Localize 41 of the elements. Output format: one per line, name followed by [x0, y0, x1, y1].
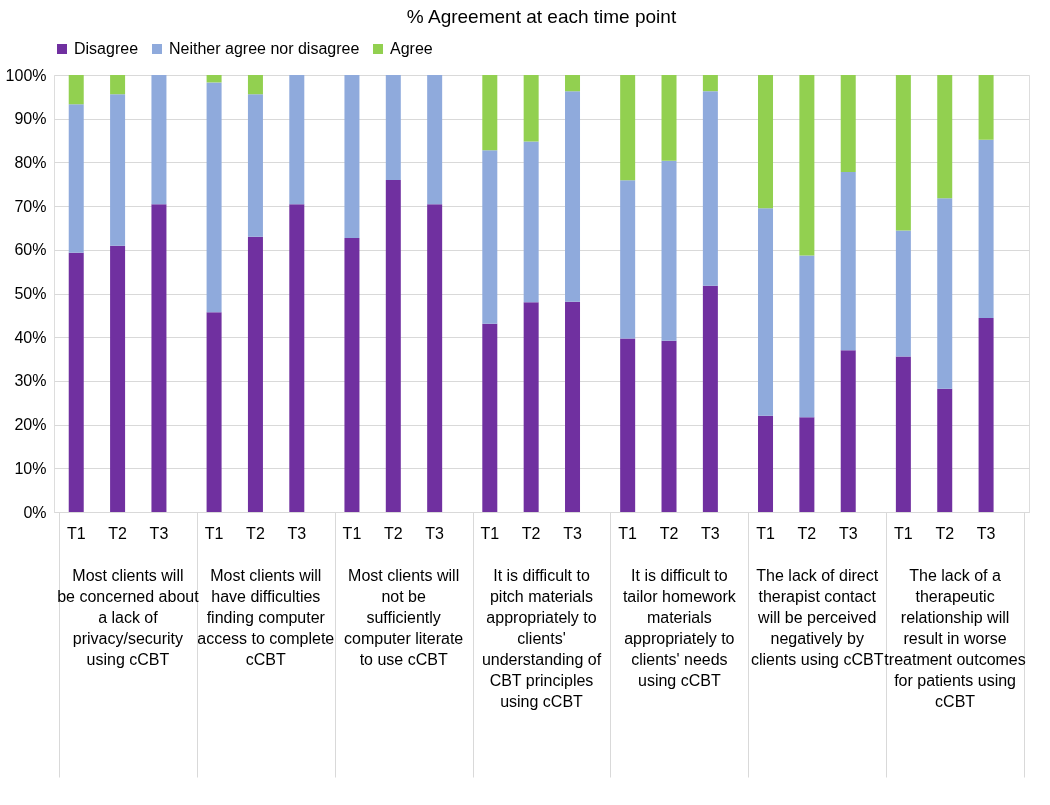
x-tick-label: T3 — [976, 525, 996, 542]
x-tick-label: T2 — [383, 525, 403, 542]
y-tick-label: 20% — [14, 416, 47, 434]
x-tick-label: T2 — [935, 525, 955, 542]
chart-title: % Agreement at each time point — [406, 6, 677, 27]
x-tick-label: T1 — [204, 525, 224, 542]
x-tick-label: T2 — [246, 525, 265, 542]
x-tick-label: T1 — [480, 525, 500, 542]
y-tick-label: 60% — [14, 241, 47, 259]
text: It is difficult to pitch materials appropriately to clients' understanding of CBT principles using cCBT — [481, 567, 602, 710]
x-tick-label: T1 — [342, 525, 362, 542]
x-tick-label: T3 — [425, 525, 445, 542]
y-tick-label: 90% — [14, 110, 47, 128]
x-tick-label: T3 — [287, 525, 307, 542]
x-tick-label: T1 — [894, 525, 913, 542]
text: The lack of a therapeutic relationship will result in worse treatment outcomes for patients using cCBT — [884, 567, 1026, 710]
x-tick-label: T2 — [521, 525, 541, 542]
y-tick-label: 100% — [5, 66, 47, 84]
x-tick-label: T3 — [149, 525, 169, 542]
text: The lack of direct therapist contact will be perceived negatively by clients using cCBT — [750, 567, 884, 668]
x-tick-label: T2 — [797, 525, 817, 542]
y-tick-label: 50% — [14, 285, 47, 302]
legend-label: Neither agree nor disagree — [169, 40, 360, 57]
x-tick-label: T1 — [66, 525, 86, 542]
x-tick-label: T3 — [838, 525, 858, 542]
text: It is difficult to tailor homework materials appropriately to clients' needs using cCBT — [622, 567, 737, 689]
y-tick-label: 80% — [14, 153, 47, 171]
y-tick-label: 40% — [14, 328, 47, 346]
text: Most clients will not be sufficiently computer literate to use cCBT — [344, 567, 464, 668]
y-tick-label: 10% — [14, 459, 47, 477]
legend-label: Agree — [390, 40, 433, 57]
y-tick-label: 0% — [23, 503, 47, 521]
x-tick-label: T3 — [701, 525, 720, 542]
x-tick-label: T2 — [108, 525, 128, 542]
y-tick-label: 30% — [14, 372, 47, 390]
legend-label: Disagree — [74, 40, 139, 57]
y-tick-label: 70% — [14, 197, 47, 215]
x-tick-label: T1 — [756, 525, 775, 542]
x-tick-label: T2 — [659, 525, 679, 542]
x-tick-label: T3 — [563, 525, 582, 542]
x-tick-label: T1 — [618, 525, 638, 542]
